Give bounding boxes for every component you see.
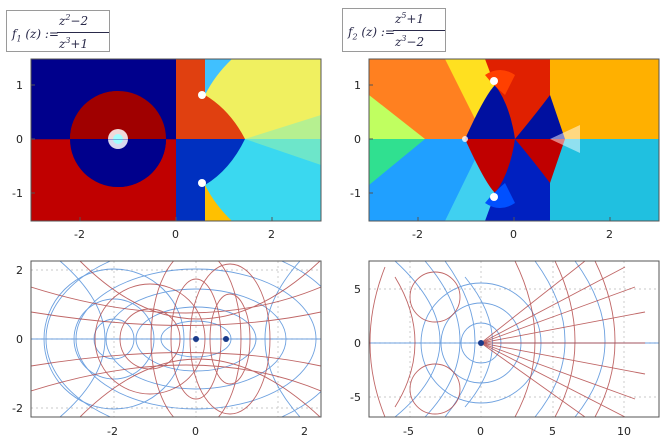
pole-lower	[198, 179, 206, 187]
x-tick-label: 0	[172, 228, 179, 241]
y-tick-label: 0	[16, 133, 23, 146]
x-tick-label: -5	[403, 425, 414, 438]
zero-point	[490, 77, 498, 85]
mesh-curves-blue	[31, 261, 321, 417]
formula-f2-denominator: z3−2	[395, 34, 425, 49]
formula-f1: f1 (z) := z2−2 z3+1	[6, 10, 110, 52]
formula-f1-denominator: z3+1	[59, 36, 89, 51]
pole-upper	[198, 91, 206, 99]
y-tick-label: 0	[16, 333, 23, 346]
x-tick-label: 5	[549, 425, 556, 438]
x-tick-label: 2	[606, 228, 613, 241]
zero-point	[462, 136, 468, 142]
x-tick-label: -2	[412, 228, 423, 241]
formula-f1-name: f1 (z) :=	[12, 27, 59, 44]
y-tick-label: 1	[354, 79, 361, 92]
y-tick-label: -1	[12, 187, 23, 200]
domain-coloring-plot-f1: -2 0 2 1 0 -1	[12, 58, 322, 241]
y-tick-label: 1	[16, 79, 23, 92]
y-tick-label: 0	[354, 133, 361, 146]
domain-coloring-plot-f2: -2 0 2 1 0 -1	[350, 58, 660, 241]
y-tick-label: -1	[350, 187, 361, 200]
x-tick-label: 0	[192, 425, 199, 438]
mesh-curves-blue	[369, 261, 659, 417]
mesh-curves-red	[31, 261, 321, 417]
conformal-map-plot-f2: -5 0 5 10 5 0 -5	[350, 260, 660, 438]
x-tick-label: -2	[107, 425, 118, 438]
conformal-map-plot-f1: -2 0 2 2 0 -2	[12, 260, 322, 438]
fraction-bar	[393, 30, 445, 31]
x-tick-label: 2	[268, 228, 275, 241]
y-tick-label: 5	[354, 283, 361, 296]
y-tick-label: 2	[16, 264, 23, 277]
x-tick-label: 0	[510, 228, 517, 241]
formula-f2: f2 (z) := z5+1 z3−2	[342, 8, 446, 52]
x-tick-label: 0	[477, 425, 484, 438]
x-tick-label: 2	[301, 425, 308, 438]
mesh-curves-red	[369, 261, 646, 417]
formula-f1-numerator: z2−2	[59, 13, 89, 28]
x-tick-label: 10	[617, 425, 631, 438]
axis-ticks	[31, 84, 273, 221]
y-tick-label: -2	[12, 402, 23, 415]
fraction-bar	[57, 32, 109, 33]
x-tick-label: -2	[74, 228, 85, 241]
formula-f2-numerator: z5+1	[395, 11, 425, 26]
zero-point	[490, 193, 498, 201]
y-tick-label: 0	[354, 337, 361, 350]
formula-f2-name: f2 (z) :=	[348, 25, 395, 42]
y-tick-label: -5	[350, 391, 361, 404]
